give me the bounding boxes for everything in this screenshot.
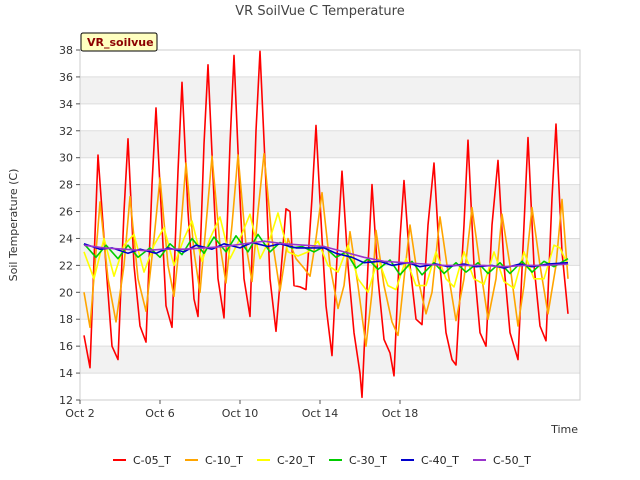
grid-band: [80, 292, 580, 320]
y-tick-label: 20: [59, 286, 73, 299]
series-lines: [83, 50, 569, 399]
legend-label: C-10_T: [205, 454, 243, 467]
series-line-c-05-t: [83, 50, 569, 399]
chart-title: VR SoilVue C Temperature: [235, 4, 404, 19]
x-tick-label: Oct 2: [65, 407, 95, 420]
grid-band: [80, 130, 580, 158]
legend-label: C-50_T: [493, 454, 531, 467]
grid-band: [80, 184, 580, 212]
x-tick-label: Oct 6: [145, 407, 175, 420]
x-axis-label: Time: [550, 423, 578, 436]
legend-label: C-20_T: [277, 454, 315, 467]
annotation-box: [80, 32, 158, 52]
y-tick-label: 32: [59, 125, 73, 138]
x-axis: Oct 2 Oct 6 Oct 10 Oct 14 Oct 18: [65, 400, 418, 420]
grid-band: [80, 346, 580, 374]
legend-label: C-30_T: [349, 454, 387, 467]
y-axis-label: Soil Temperature (C): [7, 169, 20, 282]
y-tick-label: 30: [59, 152, 73, 165]
grid-band: [80, 76, 580, 104]
x-tick-label: Oct 18: [382, 407, 419, 420]
y-tick-label: 16: [59, 340, 73, 353]
y-tick-label: 38: [59, 44, 73, 57]
x-tick-label: Oct 14: [302, 407, 339, 420]
series-line-c-50-t: [83, 240, 569, 268]
legend: C-05_T C-10_T C-20_T C-30_T C-40_T C-50_T: [113, 454, 531, 467]
y-tick-label: 26: [59, 206, 73, 219]
y-tick-label: 24: [59, 232, 73, 245]
plot-frame: [79, 49, 581, 401]
legend-label: C-05_T: [133, 454, 171, 467]
y-tick-label: 18: [59, 313, 73, 326]
y-tick-label: 12: [59, 394, 73, 407]
series-line-c-20-t: [83, 212, 569, 294]
y-axis: 12 14 16 18 20 22 24 26 28 30 32 34 36 38: [59, 44, 80, 407]
annotation-badge: VR_soilvue: [80, 32, 158, 52]
x-tick-label: Oct 10: [222, 407, 259, 420]
y-tick-label: 34: [59, 98, 73, 111]
y-tick-label: 28: [59, 179, 73, 192]
series-line-c-10-t: [83, 152, 569, 347]
annotation-text: VR_soilvue: [87, 36, 154, 49]
y-tick-label: 36: [59, 71, 73, 84]
y-tick-label: 22: [59, 259, 73, 272]
legend-label: C-40_T: [421, 454, 459, 467]
y-tick-label: 14: [59, 367, 73, 380]
plot-background: [80, 49, 580, 401]
